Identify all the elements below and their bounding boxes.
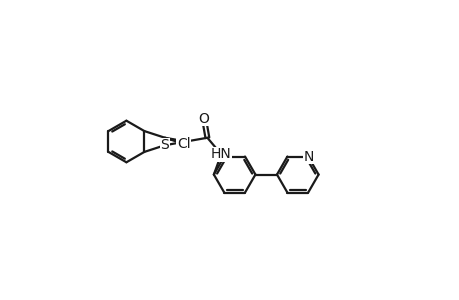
Text: Cl: Cl — [177, 137, 190, 151]
Text: S: S — [160, 138, 169, 152]
Text: O: O — [198, 112, 209, 126]
Text: N: N — [303, 149, 313, 164]
Text: HN: HN — [210, 147, 231, 161]
